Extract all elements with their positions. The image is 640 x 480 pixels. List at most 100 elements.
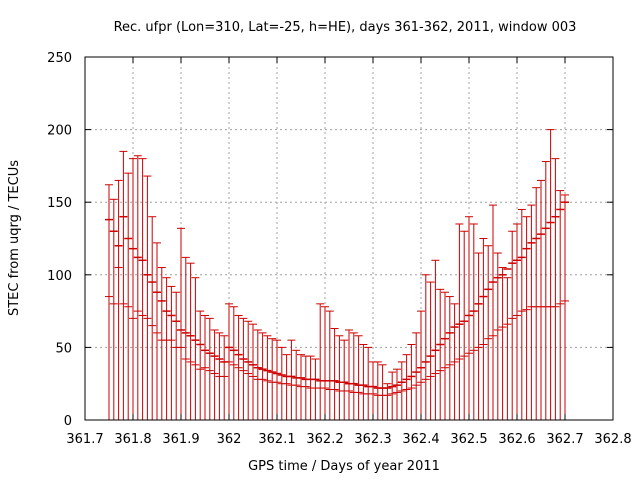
data-point (229, 306, 238, 420)
y-tick-label: 150 (47, 196, 72, 211)
data-point (177, 227, 185, 420)
data-point (561, 194, 569, 420)
data-point (225, 303, 233, 420)
data-point (201, 314, 209, 420)
data-point (407, 343, 416, 420)
x-tick-label: 362.8 (594, 432, 631, 447)
x-tick-label: 362.2 (306, 432, 343, 447)
data-point (129, 158, 137, 420)
data-point (455, 223, 464, 420)
data-point (373, 361, 382, 420)
y-tick-label: 0 (64, 414, 72, 429)
data-point (537, 179, 545, 420)
data-point (383, 383, 392, 420)
data-point (157, 267, 166, 420)
data-point (220, 335, 229, 420)
data-point (378, 364, 387, 420)
data-point (421, 274, 430, 420)
data-point (239, 317, 248, 420)
data-point (493, 252, 502, 420)
data-point (114, 179, 123, 420)
data-point (498, 267, 507, 420)
data-point (431, 259, 440, 420)
data-point (263, 335, 272, 420)
data-point (143, 175, 152, 420)
data-point (186, 262, 195, 420)
x-tick-label: 362.7 (546, 432, 583, 447)
data-point (277, 346, 286, 420)
error-bars (105, 129, 569, 420)
data-point (181, 256, 190, 420)
data-point (436, 288, 445, 420)
x-tick-label: 362.5 (450, 432, 487, 447)
data-point (311, 358, 320, 420)
x-tick-label: 361.8 (114, 432, 151, 447)
data-point (541, 161, 550, 420)
data-point (253, 329, 262, 420)
data-point (369, 361, 377, 420)
data-point (469, 223, 478, 420)
x-tick-labels: 361.7 361.8 361.9 362 362.1 362.2 362.3 362.4 36… (66, 432, 631, 447)
x-tick-label: 361.7 (66, 432, 103, 447)
data-point (489, 204, 497, 420)
data-point (191, 277, 200, 420)
data-point (282, 354, 291, 420)
data-point (532, 187, 541, 420)
data-point (124, 172, 133, 420)
data-point (345, 329, 353, 420)
data-point (508, 230, 517, 420)
y-tick-labels: 0 50 100 150 200 250 (47, 51, 72, 429)
data-point (105, 184, 113, 420)
data-point (138, 158, 147, 420)
data-point (445, 296, 454, 420)
data-point (133, 155, 142, 420)
data-point (196, 310, 205, 420)
y-tick-label: 50 (55, 341, 72, 356)
data-point (551, 158, 560, 420)
chart-title: Rec. ufpr (Lon=310, Lat=-25, h=HE), days… (114, 20, 577, 35)
data-point (460, 230, 469, 420)
data-point (249, 323, 257, 420)
data-point (109, 198, 118, 420)
data-point (244, 320, 253, 420)
data-point (503, 268, 512, 420)
y-tick-label: 100 (47, 269, 72, 284)
data-point (268, 338, 277, 420)
data-point (162, 277, 171, 420)
data-point (316, 303, 325, 420)
data-point (321, 306, 329, 420)
data-point (474, 252, 483, 420)
data-point (153, 242, 161, 420)
data-point (210, 329, 219, 420)
y-tick-label: 200 (47, 124, 72, 139)
y-tick-label: 250 (47, 51, 72, 66)
data-point (388, 371, 397, 420)
x-axis-label: GPS time / Days of year 2011 (248, 459, 440, 474)
data-point (119, 150, 128, 420)
data-point (556, 190, 565, 420)
data-point (441, 291, 449, 420)
data-point (393, 368, 401, 420)
x-tick-label: 361.9 (162, 432, 199, 447)
data-point (546, 129, 555, 420)
data-point (513, 223, 521, 420)
data-point (426, 281, 435, 420)
data-point (397, 361, 406, 420)
plot-frame (84, 56, 614, 421)
data-point (349, 332, 358, 420)
x-tick-label: 362.4 (402, 432, 439, 447)
data-point (527, 204, 536, 420)
x-tick-label: 362.6 (498, 432, 535, 447)
axis-ticks (84, 56, 614, 421)
data-point (167, 285, 176, 420)
data-point (364, 346, 373, 420)
data-point (465, 216, 473, 420)
data-point (330, 328, 339, 420)
data-point (292, 349, 301, 420)
data-point (359, 343, 368, 420)
data-point (335, 335, 344, 420)
data-point (273, 339, 281, 420)
x-tick-label: 362 (217, 432, 242, 447)
data-point (479, 238, 488, 420)
